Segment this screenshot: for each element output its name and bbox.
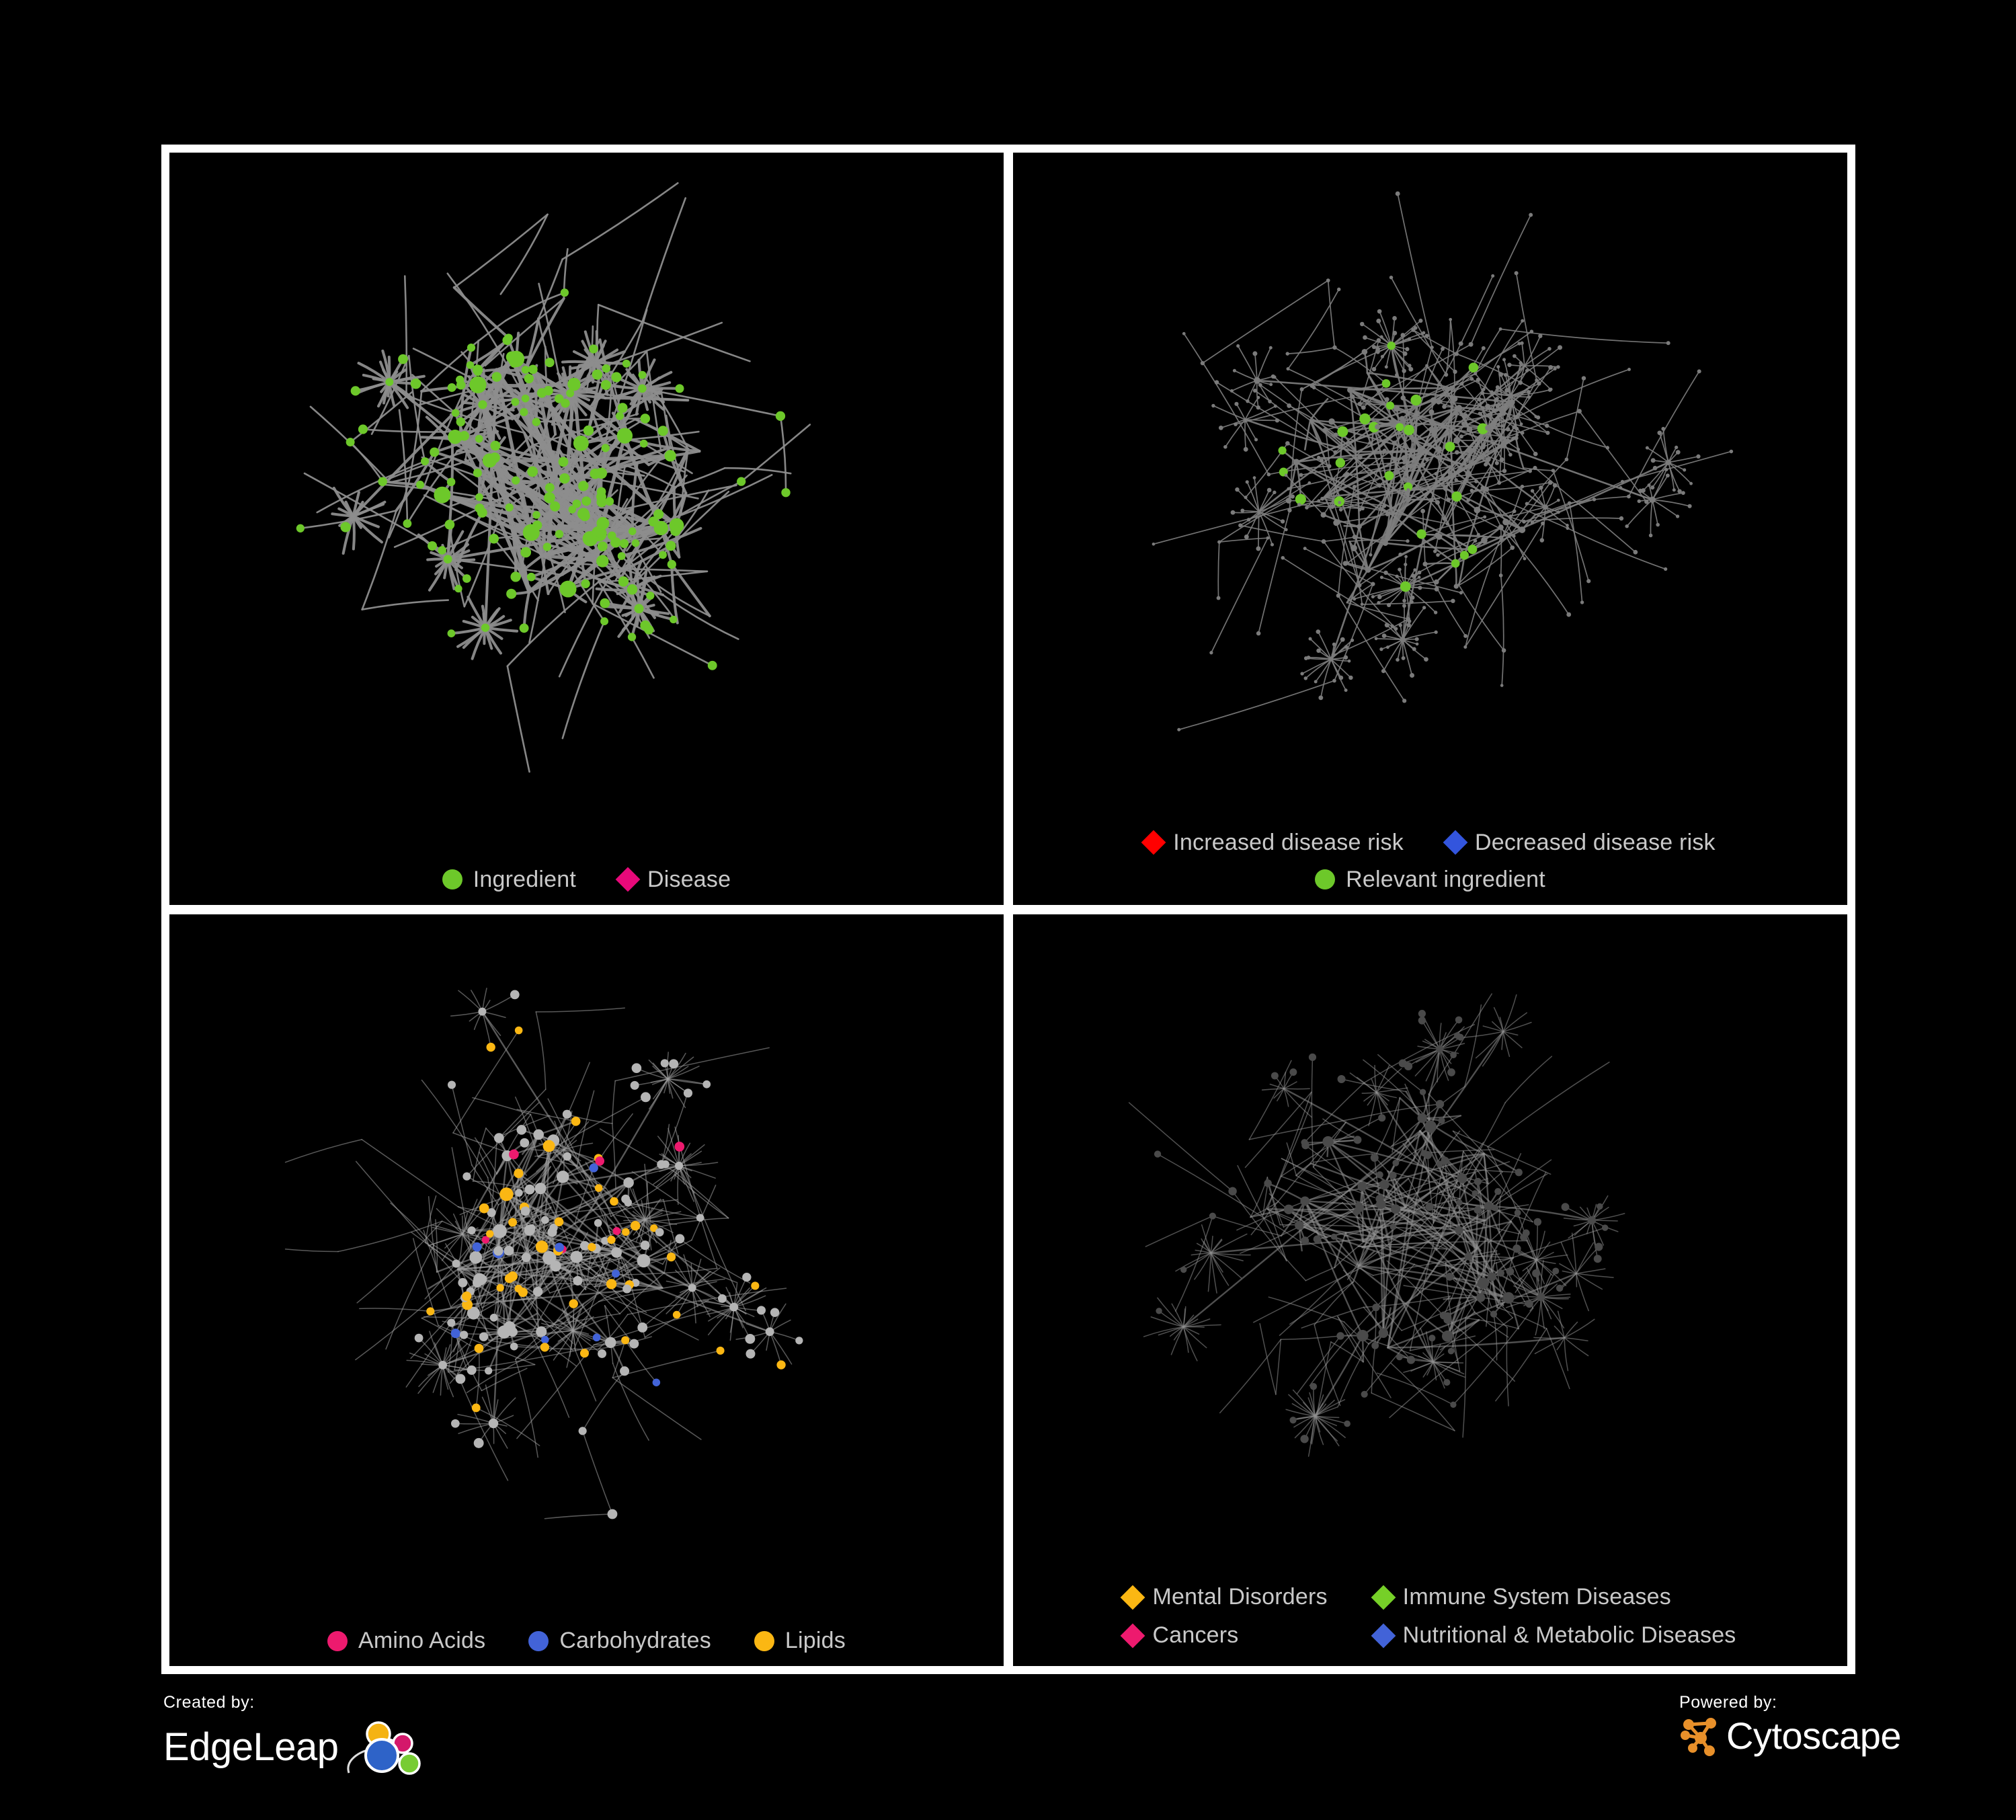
legend-item[interactable]: Nutritional & Metabolic Diseases — [1371, 1622, 1736, 1649]
edgeleap-logo-row: EdgeLeap — [163, 1715, 431, 1780]
legend-label: Lipids — [784, 1628, 846, 1653]
legend-item[interactable]: Disease — [615, 866, 731, 893]
legend-swatch-diamond-icon — [1121, 1623, 1145, 1648]
legend-label: Immune System Diseases — [1402, 1584, 1671, 1610]
powered-by-kicker: Powered by: — [1679, 1693, 1777, 1712]
legend-swatch-diamond-icon — [615, 867, 641, 892]
network-canvas-disease-classes[interactable] — [1013, 914, 1847, 1591]
legend-item[interactable]: Lipids — [754, 1628, 846, 1654]
cytoscape-wordmark: Cytoscape — [1726, 1714, 1902, 1757]
network-canvas-disease-risk[interactable] — [1013, 153, 1847, 830]
cytoscape-network-icon — [1681, 1718, 1716, 1756]
legend-ingredient-disease: Ingredient Disease — [169, 867, 1004, 893]
legend-item[interactable]: Amino Acids — [327, 1628, 485, 1654]
legend-item[interactable]: Mental Disorders — [1121, 1584, 1328, 1610]
legend-label: Decreased disease risk — [1474, 829, 1716, 855]
legend-item[interactable]: Carbohydrates — [528, 1628, 711, 1654]
legend-swatch-diamond-icon — [1121, 1585, 1145, 1610]
legend-swatch-diamond-icon — [1443, 830, 1468, 855]
panel-disease-classes[interactable]: Mental Disorders Immune System Diseases … — [1013, 914, 1847, 1666]
created-by-kicker: Created by: — [163, 1693, 255, 1712]
legend-label: Nutritional & Metabolic Diseases — [1402, 1622, 1736, 1648]
legend-swatch-diamond-icon — [1141, 830, 1166, 855]
legend-swatch-circle-icon — [327, 1630, 348, 1651]
legend-item[interactable]: Relevant ingredient — [1315, 867, 1545, 893]
legend-disease-classes: Mental Disorders Immune System Diseases … — [1013, 1584, 1847, 1649]
edgeleap-wordmark: EdgeLeap — [163, 1725, 339, 1769]
network-canvas-ingredient-classes[interactable] — [169, 914, 1004, 1591]
legend-item[interactable]: Ingredient — [442, 867, 576, 893]
edgeleap-network-icon — [347, 1721, 421, 1775]
cytoscape-logo-row: Cytoscape — [1679, 1714, 1902, 1757]
legend-label: Increased disease risk — [1173, 829, 1404, 855]
legend-swatch-diamond-icon — [1371, 1585, 1396, 1610]
footer: Created by: EdgeLeap Powered by: — [0, 1681, 2016, 1820]
panel-disease-risk[interactable]: Increased disease risk Decreased disease… — [1013, 153, 1847, 905]
legend-label: Disease — [647, 866, 731, 892]
created-by-edgeleap-logo[interactable]: Created by: EdgeLeap — [163, 1693, 431, 1780]
legend-label: Amino Acids — [358, 1628, 486, 1653]
panel-ingredient-disease[interactable]: Ingredient Disease — [169, 153, 1004, 905]
powered-by-cytoscape-logo[interactable]: Powered by: — [1679, 1693, 1902, 1757]
legend-label: Carbohydrates — [559, 1628, 711, 1653]
legend-swatch-circle-icon — [528, 1630, 549, 1651]
network-canvas-ingredient-disease[interactable] — [169, 153, 1004, 830]
legend-swatch-circle-icon — [1315, 869, 1336, 889]
legend-swatch-circle-icon — [754, 1630, 774, 1651]
legend-disease-risk: Increased disease risk Decreased disease… — [1013, 830, 1847, 893]
network-figure-grid: Ingredient Disease Increased disease ris… — [161, 145, 1855, 1674]
legend-ingredient-classes: Amino Acids Carbohydrates Lipids — [169, 1628, 1004, 1654]
legend-item[interactable]: Immune System Diseases — [1371, 1584, 1736, 1610]
legend-label: Mental Disorders — [1152, 1584, 1328, 1610]
legend-label: Ingredient — [473, 866, 576, 892]
panel-ingredient-classes[interactable]: Amino Acids Carbohydrates Lipids — [169, 914, 1004, 1666]
legend-item[interactable]: Decreased disease risk — [1443, 829, 1716, 856]
legend-item[interactable]: Increased disease risk — [1141, 829, 1404, 856]
legend-swatch-circle-icon — [442, 869, 462, 889]
legend-swatch-diamond-icon — [1371, 1623, 1396, 1648]
legend-label: Relevant ingredient — [1346, 866, 1545, 892]
legend-item[interactable]: Cancers — [1121, 1622, 1327, 1649]
legend-label: Cancers — [1152, 1622, 1239, 1648]
